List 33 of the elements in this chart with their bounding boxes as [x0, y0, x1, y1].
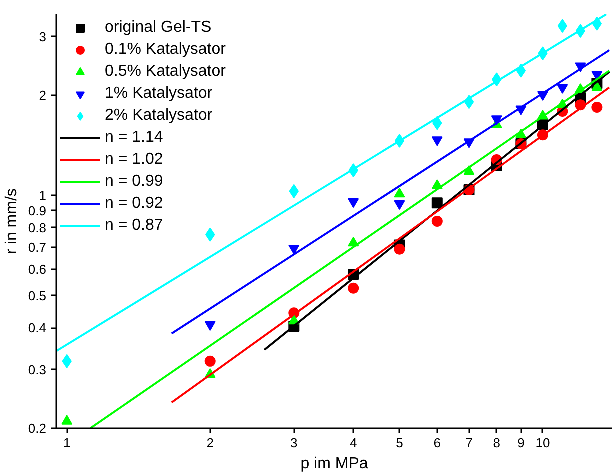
legend-label: original Gel-TS — [105, 18, 212, 38]
legend-label: n = 0.99 — [105, 172, 164, 192]
y-tick-label: 0.7 — [28, 240, 47, 255]
x-tick-label: 10 — [536, 436, 550, 450]
legend-label: n = 1.02 — [105, 150, 164, 170]
y-tick-label: 0.9 — [28, 203, 47, 218]
x-tick-label: 8 — [493, 436, 500, 450]
y-axis-title: r in mm/s — [3, 188, 20, 254]
x-tick-label: 5 — [396, 436, 404, 450]
legend-label: 0.5% Katalysator — [105, 62, 226, 82]
x-tick-label: 4 — [350, 436, 358, 450]
y-tick-label: 0.5 — [28, 288, 47, 304]
y-tick-label: 0.8 — [28, 220, 47, 236]
x-axis-title: p im MPa — [300, 456, 368, 472]
x-tick-label: 7 — [466, 436, 473, 450]
legend-label: 0.1% Katalysator — [105, 40, 226, 60]
x-tick-label: 9 — [518, 436, 525, 450]
legend-label: n = 0.92 — [105, 194, 164, 214]
legend-label: n = 0.87 — [105, 216, 164, 236]
x-tick-label: 6 — [434, 436, 442, 450]
x-tick-label: 2 — [206, 436, 214, 450]
x-tick-label: 3 — [290, 436, 298, 450]
legend-label: 2% Katalysator — [105, 106, 213, 126]
y-tick-label: 2 — [39, 88, 47, 103]
y-tick-label: 0.3 — [28, 362, 47, 378]
legend-label: 1% Katalysator — [105, 84, 213, 104]
y-tick-label: 1 — [39, 188, 47, 204]
y-tick-label: 0.4 — [28, 320, 47, 336]
legend-label: n = 1.14 — [105, 128, 164, 148]
y-tick-label: 0.6 — [28, 262, 47, 278]
y-tick-label: 3 — [39, 29, 47, 44]
x-tick-label: 1 — [63, 436, 71, 450]
y-tick-label: 0.2 — [28, 421, 47, 436]
